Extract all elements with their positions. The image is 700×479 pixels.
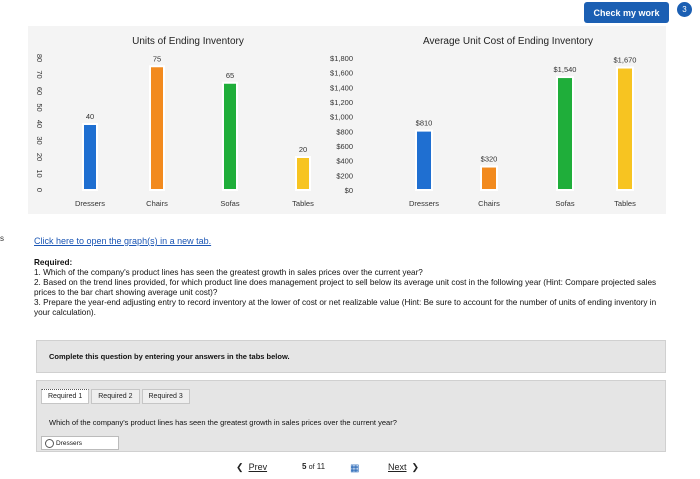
category-label: Tables (614, 199, 636, 208)
chart-title: Average Unit Cost of Ending Inventory (423, 36, 593, 47)
y-tick-label: $400 (336, 157, 353, 166)
category-label: Sofas (220, 199, 239, 208)
prev-button[interactable]: ❮ Prev (236, 462, 267, 473)
bar-chairs (149, 65, 165, 191)
tab-required-1[interactable]: Required 1 (41, 389, 90, 404)
next-button[interactable]: Next ❯ (388, 462, 419, 473)
attempts-badge: 3 (676, 1, 693, 18)
next-label: Next (388, 462, 407, 472)
check-my-work-button[interactable]: Check my work (584, 2, 669, 23)
data-label: 65 (226, 71, 234, 80)
category-label: Dressers (75, 199, 105, 208)
charts-panel: Units of Ending Inventory 0 10 20 30 40 50 60 70… (28, 26, 666, 214)
inventory-charts: Units of Ending Inventory 0 10 20 30 40 50 60 70… (35, 36, 637, 208)
y-tick-label: $0 (345, 186, 353, 195)
bar-sofas (556, 76, 574, 191)
y-tick-label: $1,800 (330, 54, 353, 63)
data-label: 40 (86, 112, 94, 121)
grid-icon[interactable]: ▦ (350, 463, 360, 474)
bar-dressers (415, 129, 433, 191)
bar-chairs (480, 165, 498, 192)
page-current: 5 (302, 462, 307, 471)
bar-dressers (82, 123, 98, 191)
required-question-2: 2. Based on the trend lines provided, fo… (34, 278, 657, 297)
answer-value: Dressers (56, 439, 83, 447)
data-label: $1,540 (554, 65, 577, 74)
data-label: $1,670 (614, 56, 637, 65)
tab-required-3[interactable]: Required 3 (141, 389, 190, 404)
pagination: ❮ Prev 5 of 11 ▦ Next ❯ (232, 462, 432, 476)
instruction-text: Complete this question by entering your … (49, 352, 290, 361)
y-tick-label: 70 (35, 70, 44, 78)
y-tick-label: 0 (35, 188, 44, 192)
y-tick-label: $200 (336, 171, 353, 180)
tab-required-2[interactable]: Required 2 (91, 389, 140, 404)
category-label: Sofas (555, 199, 574, 208)
required-question-3: 3. Prepare the year-end adjusting entry … (34, 298, 657, 317)
bar-tables (616, 66, 634, 191)
y-tick-label: 10 (35, 169, 44, 177)
required-tabs: Required 1 Required 2 Required 3 (41, 389, 192, 404)
instruction-bar: Complete this question by entering your … (36, 340, 666, 373)
page-of: of (308, 464, 315, 471)
category-label: Chairs (146, 199, 168, 208)
y-tick-label: $1,200 (330, 98, 353, 107)
chevron-right-icon: ❯ (411, 462, 420, 472)
prev-label: Prev (248, 462, 268, 472)
bar-tables (295, 156, 311, 191)
y-tick-label: 30 (35, 136, 44, 144)
page-indicator: 5 of 11 (302, 462, 325, 471)
y-tick-label: $600 (336, 142, 353, 151)
y-tick-label: 40 (35, 120, 44, 128)
data-label: $320 (481, 155, 498, 164)
required-section: Required: 1. Which of the company's prod… (34, 258, 670, 318)
data-label: $810 (416, 119, 433, 128)
y-tick-label: $1,400 (330, 83, 353, 92)
data-label: 75 (153, 54, 161, 63)
page-total: 11 (316, 462, 326, 471)
chart-title: Units of Ending Inventory (132, 36, 244, 47)
question-panel: Required 1 Required 2 Required 3 Which o… (36, 380, 666, 452)
y-tick-label: 20 (35, 153, 44, 161)
y-tick-label: $1,000 (330, 113, 353, 122)
answer-select[interactable]: Dressers (41, 436, 119, 450)
required-question-1: 1. Which of the company's product lines … (34, 268, 423, 277)
category-label: Tables (292, 199, 314, 208)
y-tick-label: 80 (35, 54, 44, 62)
question-text: Which of the company's product lines has… (49, 418, 397, 427)
required-heading: Required: (34, 258, 73, 267)
y-tick-label: $800 (336, 127, 353, 136)
side-marker: s (0, 234, 4, 243)
y-tick-label: 60 (35, 87, 44, 95)
open-graph-link[interactable]: Click here to open the graph(s) in a new… (34, 236, 212, 246)
category-label: Dressers (409, 199, 439, 208)
radio-icon[interactable] (45, 438, 54, 448)
bar-sofas (222, 81, 238, 191)
chevron-left-icon: ❮ (236, 462, 244, 472)
category-label: Chairs (478, 199, 500, 208)
y-tick-label: $1,600 (330, 69, 353, 78)
data-label: 20 (299, 145, 307, 154)
y-tick-label: 50 (35, 103, 44, 111)
